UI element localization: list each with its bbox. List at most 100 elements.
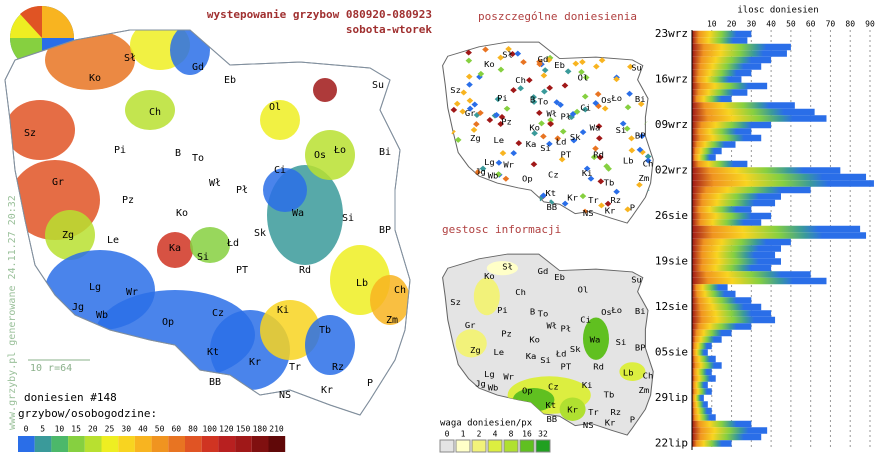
region-label: B: [530, 307, 535, 316]
region-label: Sz: [24, 128, 36, 139]
bar: [692, 284, 728, 291]
region-label: Wł: [546, 109, 557, 118]
region-label: Os: [601, 308, 612, 317]
region-label: Zg: [470, 133, 481, 142]
density-map-title: gestosc informacji: [442, 223, 561, 236]
density-area: [559, 397, 586, 421]
report-point: [471, 101, 479, 108]
region-label: Op: [162, 317, 174, 328]
region-label: Ol: [578, 73, 589, 82]
legend-swatch: [51, 436, 69, 452]
density-legend-swatch: [471, 439, 487, 453]
bar: [692, 128, 752, 135]
region-label: Gr: [465, 320, 476, 329]
region-label: Eb: [554, 60, 565, 69]
region-label: Kr: [567, 405, 578, 414]
bar: [692, 362, 722, 369]
y-tick-label: 29lip: [655, 391, 688, 404]
bar: [692, 388, 712, 395]
report-point: [472, 198, 480, 205]
region-label: NS: [583, 208, 594, 217]
report-point: [578, 69, 585, 76]
report-point: [470, 126, 478, 133]
bar: [692, 349, 708, 356]
region-label: Wa: [292, 208, 304, 219]
region-label: Rd: [593, 150, 604, 159]
density-area: [473, 277, 500, 316]
region-label: BP: [379, 225, 391, 236]
bar: [692, 212, 772, 220]
legend-tick: 5: [40, 425, 45, 434]
legend-swatch: [84, 436, 102, 452]
report-point: [459, 204, 466, 211]
bar: [692, 316, 776, 324]
region-label: Cz: [548, 170, 559, 179]
density-legend-tick: 16: [522, 430, 532, 439]
region-label: Zg: [62, 230, 74, 241]
credit: www.grzyby.pl generowane 24.11.27 20:32: [7, 195, 18, 430]
bar: [692, 121, 772, 129]
legend-tick: 60: [171, 425, 181, 434]
bar: [692, 63, 762, 70]
region-label: Wł: [546, 321, 557, 330]
bar: [692, 154, 716, 161]
bar: [692, 69, 752, 77]
bar: [692, 134, 762, 142]
region-label: Kr: [321, 385, 333, 396]
region-label: BP: [635, 131, 646, 140]
region-label: Pł: [236, 185, 248, 196]
density-legend-tick: 2: [477, 430, 482, 439]
region-label: Rz: [332, 362, 344, 373]
region-label: To: [192, 153, 204, 164]
region-label: Pz: [501, 117, 512, 126]
bar-chart: 10 20 30 40 50 60 70 80 90 23wrz 16wrz 09wrz 02wrz 26…: [655, 20, 875, 450]
region-label: Sł: [502, 262, 513, 271]
region-label: Pz: [501, 329, 512, 338]
legend-tick: 40: [138, 425, 148, 434]
legend-swatch: [118, 436, 135, 452]
region-label: Pi: [114, 145, 126, 156]
region-label: Kr: [605, 206, 616, 215]
points-map: Ko Sł Gd Eb Su Ch Ol Sz Pi B To Os Ło Bi Gr Wł Pł Ci Pz Ko W…: [442, 41, 654, 224]
region-label: Tb: [604, 390, 615, 399]
bar: [692, 186, 811, 194]
region-label: BB: [546, 414, 557, 423]
density-legend-swatch: [487, 439, 503, 453]
region-label: Ka: [526, 351, 537, 360]
report-point: [498, 114, 506, 121]
report-point: [531, 197, 539, 204]
reports-count: doniesien #148: [24, 391, 117, 404]
region-label: Cz: [212, 308, 224, 319]
region-label: Ka: [169, 243, 181, 254]
region-label: Wb: [96, 310, 108, 321]
report-point: [636, 181, 643, 188]
region-label: Sz: [450, 85, 461, 94]
region-label: Wł: [209, 178, 221, 189]
region-label: Op: [522, 174, 533, 183]
intensity-area: [263, 168, 307, 212]
legend-tick: 150: [236, 425, 251, 434]
region-label: Kt: [545, 188, 556, 197]
scale-label: 10 r=64: [30, 363, 72, 374]
region-label: Su: [631, 275, 642, 284]
bar: [692, 290, 736, 298]
region-label: Kr: [567, 193, 578, 202]
region-label: Os: [601, 96, 612, 105]
density-legend-swatch: [535, 439, 551, 453]
region-label: P: [630, 203, 635, 212]
region-label: Ci: [274, 165, 286, 176]
intensity-area: [190, 227, 230, 263]
legend-tick: 0: [24, 425, 29, 434]
region-label: Sł: [502, 50, 513, 59]
legend-swatch: [18, 436, 35, 452]
report-point: [558, 156, 566, 163]
region-label: Le: [493, 348, 504, 357]
region-label: Gd: [192, 62, 204, 73]
region-label: Lb: [623, 156, 634, 165]
bar: [692, 206, 752, 213]
bar: [692, 147, 722, 155]
region-label: Kt: [207, 347, 219, 358]
report-point: [570, 137, 578, 144]
intensity-area: [45, 30, 135, 90]
legend-swatch: [134, 436, 152, 452]
